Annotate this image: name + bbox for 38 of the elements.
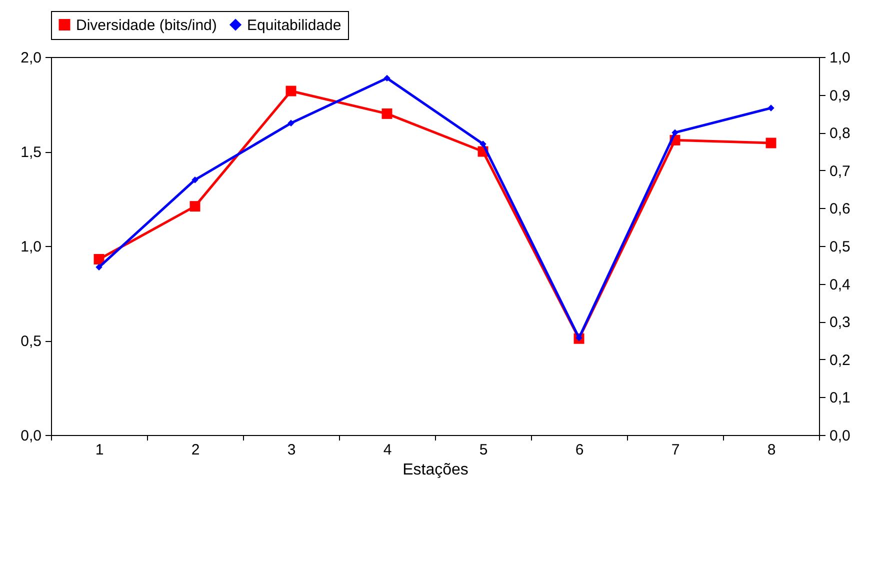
point bbox=[384, 74, 390, 82]
point bbox=[382, 108, 392, 119]
legend-label: Equitabilidade bbox=[247, 16, 342, 34]
y2-tick-label: 0,1 bbox=[830, 390, 850, 407]
x-tick-label: 4 bbox=[383, 442, 392, 458]
y2-tick-label: 0,7 bbox=[830, 162, 850, 180]
point bbox=[766, 138, 776, 148]
y2-tick-label: 1,0 bbox=[830, 50, 850, 66]
y2-tick-label: 0,3 bbox=[830, 314, 850, 332]
y2-tick-label: 0,6 bbox=[830, 200, 850, 218]
y2-tick-label: 0,0 bbox=[830, 428, 850, 444]
y-tick-label: 0,0 bbox=[20, 428, 42, 444]
point bbox=[192, 176, 198, 184]
y-tick-label: 0,5 bbox=[20, 333, 42, 350]
y-tick-label: 1,5 bbox=[20, 144, 42, 161]
x-tick-label: 1 bbox=[95, 442, 104, 458]
x-tick-label: 6 bbox=[575, 442, 584, 458]
y2-tick-label: 0,2 bbox=[830, 352, 850, 369]
x-tick-label: 7 bbox=[671, 442, 680, 458]
point bbox=[768, 104, 774, 112]
point bbox=[96, 264, 102, 271]
point bbox=[672, 129, 678, 136]
x-tick-label: 2 bbox=[191, 442, 200, 458]
point bbox=[190, 201, 200, 212]
x-axis-title: Estações bbox=[402, 462, 468, 478]
y2-tick-label: 0,9 bbox=[830, 87, 850, 104]
legend-label: Diversidade (bits/ind) bbox=[76, 16, 217, 34]
y2-tick-label: 0,5 bbox=[830, 238, 850, 256]
x-tick-label: 8 bbox=[767, 442, 776, 458]
point bbox=[286, 86, 296, 96]
y2-tick-label: 0,4 bbox=[830, 276, 850, 294]
y-tick-label: 2,0 bbox=[20, 50, 42, 66]
point bbox=[288, 120, 294, 127]
x-tick-label: 5 bbox=[479, 442, 488, 458]
point bbox=[480, 140, 486, 148]
y2-tick-label: 0,8 bbox=[830, 125, 850, 142]
y-tick-label: 1,0 bbox=[20, 238, 42, 256]
x-tick-label: 3 bbox=[287, 442, 296, 458]
